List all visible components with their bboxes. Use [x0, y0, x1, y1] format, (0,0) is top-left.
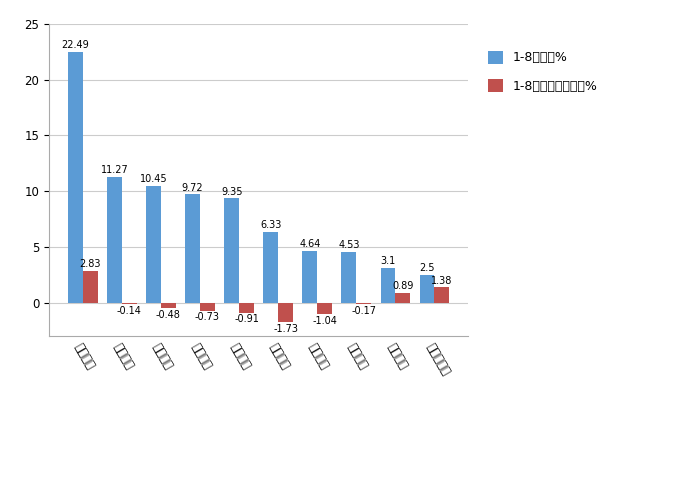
- Text: -0.91: -0.91: [234, 314, 259, 324]
- Text: 9.72: 9.72: [182, 182, 203, 192]
- Bar: [341, 252, 356, 302]
- Text: 22.49: 22.49: [62, 40, 89, 50]
- Bar: [146, 186, 161, 302]
- Text: 2.83: 2.83: [80, 259, 101, 269]
- Bar: [278, 302, 293, 322]
- Bar: [356, 302, 371, 304]
- Bar: [161, 302, 176, 308]
- Bar: [303, 251, 317, 302]
- Text: -0.17: -0.17: [351, 306, 376, 316]
- Text: 0.89: 0.89: [392, 281, 414, 291]
- Text: 10.45: 10.45: [140, 174, 167, 184]
- Bar: [224, 198, 239, 302]
- Text: 4.64: 4.64: [299, 239, 321, 249]
- Text: 2.5: 2.5: [419, 263, 435, 273]
- Bar: [317, 302, 332, 314]
- Text: -0.73: -0.73: [195, 312, 220, 323]
- Bar: [200, 302, 215, 311]
- Bar: [107, 177, 122, 302]
- Bar: [83, 271, 98, 302]
- Bar: [239, 302, 254, 312]
- Text: -1.04: -1.04: [312, 316, 337, 326]
- Bar: [380, 268, 396, 302]
- Text: 3.1: 3.1: [380, 256, 396, 266]
- Text: -0.48: -0.48: [156, 310, 181, 320]
- Text: -0.14: -0.14: [117, 306, 142, 316]
- Text: 9.35: 9.35: [221, 187, 243, 197]
- Text: 6.33: 6.33: [260, 220, 282, 230]
- Bar: [264, 232, 278, 302]
- Bar: [122, 302, 137, 304]
- Bar: [68, 52, 83, 302]
- Bar: [419, 275, 434, 302]
- Bar: [396, 293, 410, 302]
- Bar: [434, 287, 449, 302]
- Legend: 1-8月份额%, 1-8月份额同比增减%: 1-8月份额%, 1-8月份额同比增减%: [483, 46, 603, 98]
- Text: 1.38: 1.38: [431, 276, 452, 286]
- Text: 4.53: 4.53: [338, 240, 359, 251]
- Text: -1.73: -1.73: [273, 324, 298, 334]
- Text: 11.27: 11.27: [101, 165, 129, 175]
- Bar: [185, 194, 200, 302]
